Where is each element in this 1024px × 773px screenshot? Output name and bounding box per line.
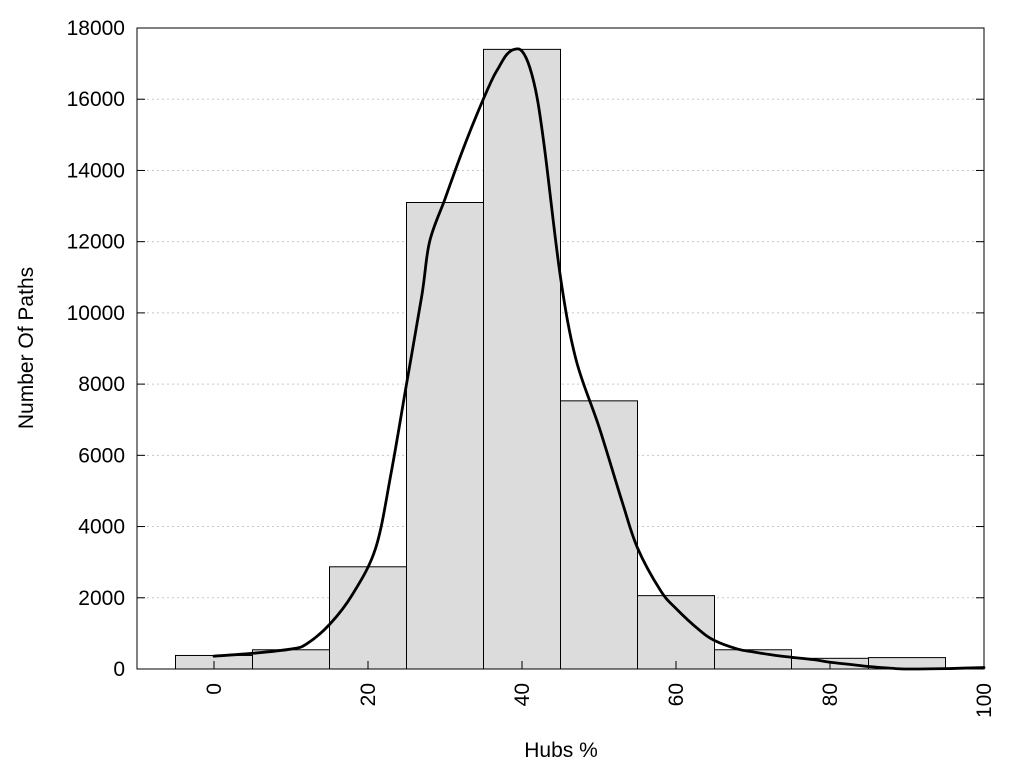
bars-layer [175, 48, 946, 670]
histogram-bar [329, 566, 407, 670]
x-axis-title: Hubs % [524, 739, 598, 762]
grid-layer [137, 98, 984, 599]
x-tick-label: 100 [973, 683, 996, 718]
histogram-bar [560, 400, 638, 670]
y-axis-title: Number Of Paths [15, 267, 38, 429]
y-tick-label: 2000 [78, 587, 125, 610]
x-tick-label: 40 [511, 683, 534, 706]
y-tick-label: 14000 [67, 159, 125, 182]
histogram-bar [483, 48, 561, 670]
histogram-bar [406, 201, 484, 670]
ticks-layer: 0 2000 4000 6000 8000 10000 12000 14000 16000 180… [67, 17, 996, 718]
y-tick-label: 10000 [67, 302, 125, 325]
y-tick-label: 0 [113, 658, 125, 681]
y-tick-label: 6000 [78, 444, 125, 467]
x-tick-label: 80 [819, 683, 842, 706]
y-tick-label: 18000 [67, 17, 125, 40]
y-tick-label: 12000 [67, 231, 125, 254]
density-curve [212, 47, 986, 671]
frame-layer [136, 27, 985, 670]
y-tick-label: 8000 [78, 373, 125, 396]
x-tick-label: 0 [203, 683, 226, 695]
plot-frame [136, 27, 985, 670]
x-tick-label: 20 [357, 683, 380, 706]
y-tick-label: 4000 [78, 516, 125, 539]
y-tick-label: 16000 [67, 88, 125, 111]
curve-layer [212, 47, 986, 671]
x-tick-label: 60 [665, 683, 688, 706]
